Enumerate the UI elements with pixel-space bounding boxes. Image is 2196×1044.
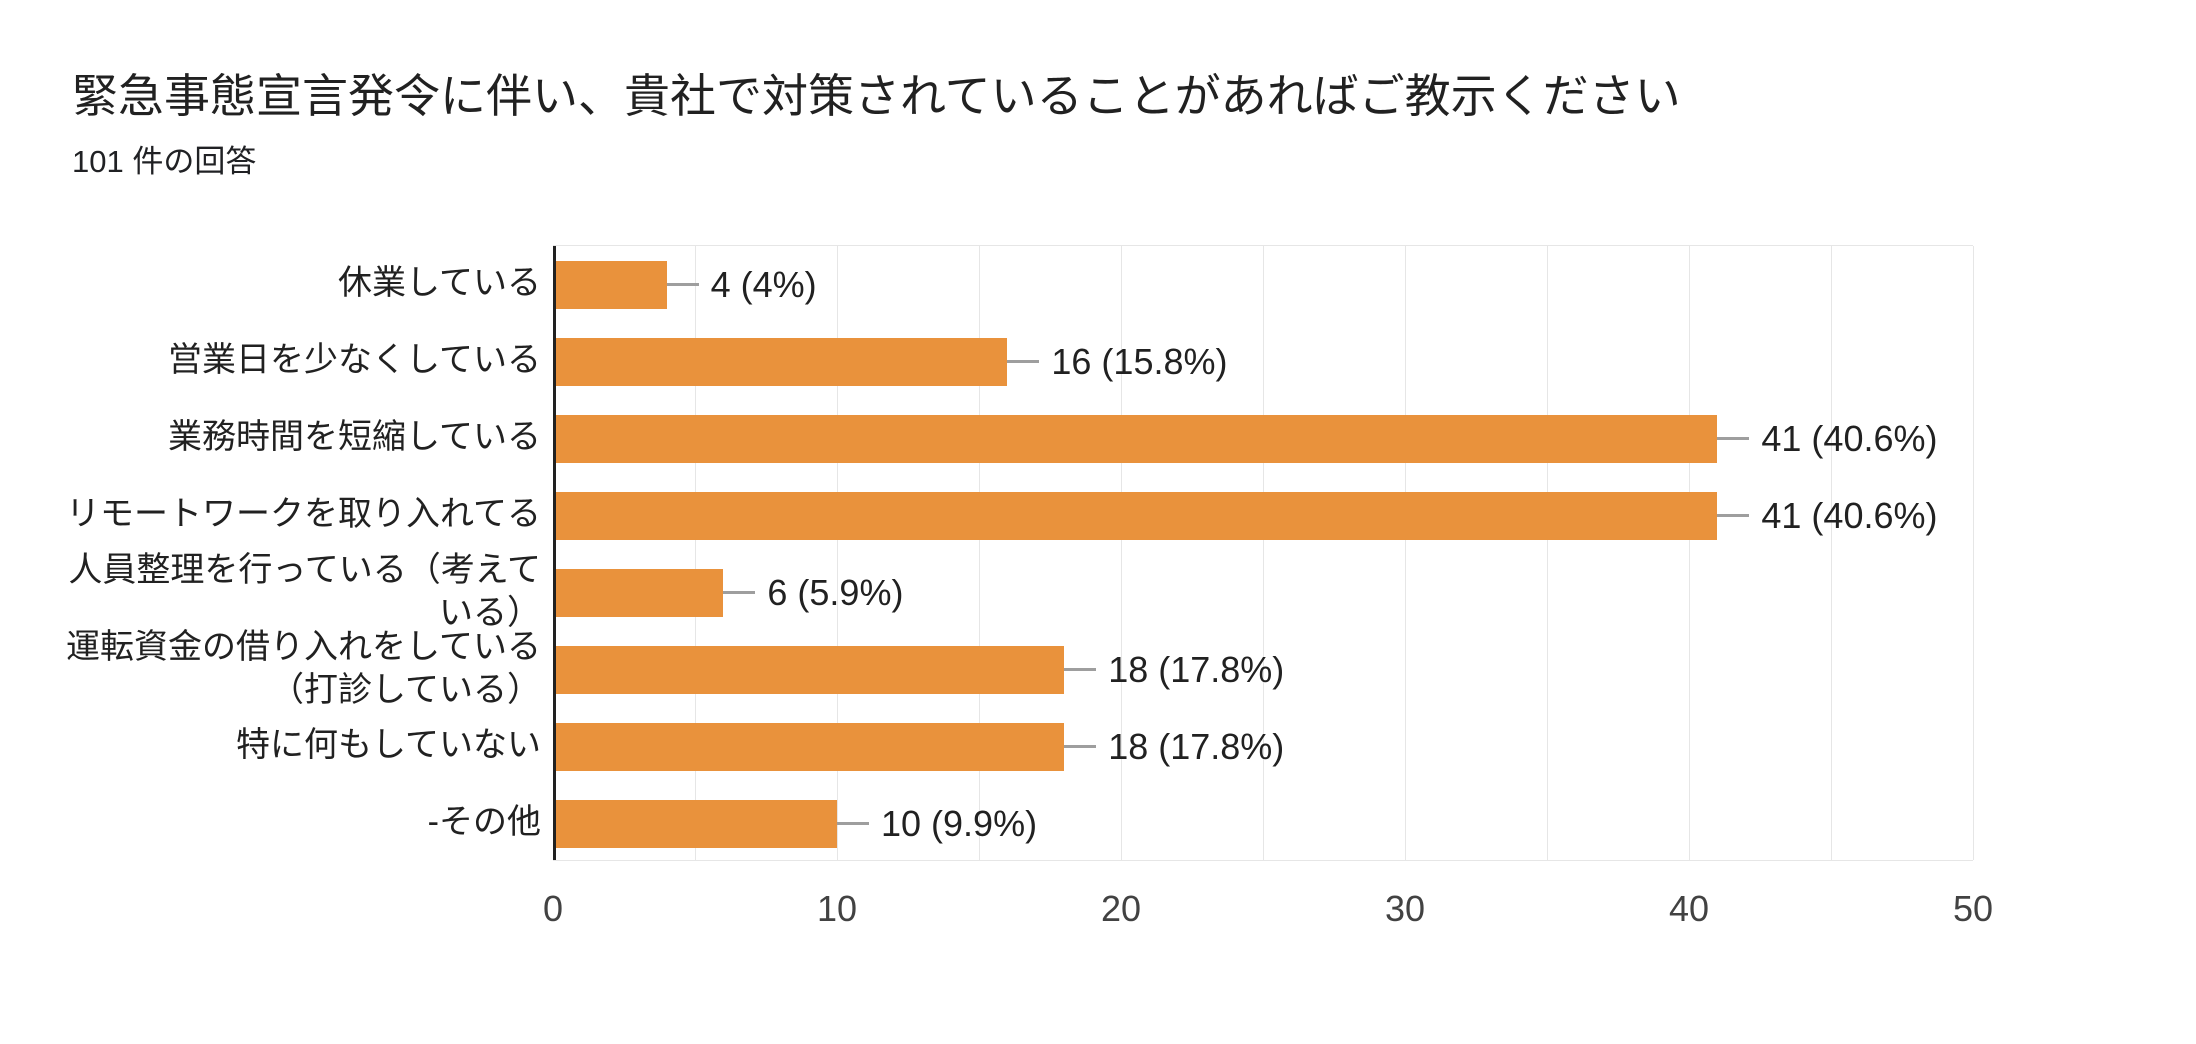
category-label: 人員整理を行っている（考えて いる） [68,551,541,632]
x-axis-tick: 20 [1100,888,1142,929]
category-label: 特に何もしていない [236,726,541,765]
bar-row: 4 (4%) [553,246,1973,323]
bar [553,260,667,309]
gridline [1405,246,1406,860]
value-label: 18 (17.8%) [1108,648,1285,690]
x-axis-tick: 50 [1952,888,1994,929]
bar-row: 10 (9.9%) [553,785,1973,862]
connector-line [1717,514,1750,517]
connector-line [1717,437,1750,440]
value-label: 41 (40.6%) [1761,494,1938,536]
bar [553,568,724,617]
bar-chart: 休業している営業日を少なくしている 業務時間を短縮しているリモートワークを取り入れ… [40,245,1974,861]
connector-line [666,283,699,286]
value-label: 6 (5.9%) [767,571,904,613]
value-label: 41 (40.6%) [1761,417,1938,459]
category-label: 業務時間を短縮している [168,418,541,457]
connector-line [1007,360,1040,363]
bar [553,645,1065,694]
category-label: 休業している [338,264,541,303]
connector-line [1064,668,1097,671]
value-label: 4 (4%) [710,263,817,305]
question-title: 緊急事態宣言発令に伴い、貴社で対策されていることがあればご教示ください [72,70,1681,122]
category-label: 営業日を少なくしている [168,341,541,380]
gridline [1831,246,1832,860]
category-label: リモートワークを取り入れてる [66,495,541,534]
y-axis-line [553,246,556,860]
gridline [979,246,980,860]
gridline [1121,246,1122,860]
chart-rows: 4 (4%) 16 (15.8%) 41 (40.6%) 41 (40.6%) 6 (5… [553,246,1973,860]
bar [553,337,1008,386]
gridline [695,246,696,860]
connector-line [723,591,756,594]
value-label: 18 (17.8%) [1108,725,1285,767]
bar-row: 18 (17.8%) [553,708,1973,785]
bar-row: 41 (40.6%) [553,477,1973,554]
bar [553,799,837,848]
gridline [1973,246,1974,860]
x-axis-tick: 0 [542,888,564,929]
x-axis-tick: 40 [1668,888,1710,929]
bar [553,722,1065,771]
x-axis-tick: 10 [816,888,858,929]
bar-row: 6 (5.9%) [553,554,1973,631]
gridline [1689,246,1690,860]
bar-row: 18 (17.8%) [553,631,1973,708]
bar [553,414,1718,463]
bar-row: 41 (40.6%) [553,400,1973,477]
bar-row: 16 (15.8%) [553,323,1973,400]
gridline [1547,246,1548,860]
gridline [1263,246,1264,860]
category-label: -その他 [427,803,541,842]
plot-area: 4 (4%) 16 (15.8%) 41 (40.6%) 41 (40.6%) 6 (5… [553,245,1974,861]
category-label: 運転資金の借り入れをしている （打診している） [66,628,541,709]
value-label: 10 (9.9%) [881,802,1038,844]
x-axis-tick: 30 [1384,888,1426,929]
connector-line [837,822,869,825]
x-axis: 0 10 20 30 40 50 [543,878,1993,938]
connector-line [1064,745,1097,748]
gridline [837,246,838,860]
value-label: 16 (15.8%) [1051,340,1228,382]
response-count: 101 件の回答 [72,144,257,179]
bar [553,491,1718,540]
category-labels: 休業している営業日を少なくしている 業務時間を短縮しているリモートワークを取り入れ… [40,245,553,861]
